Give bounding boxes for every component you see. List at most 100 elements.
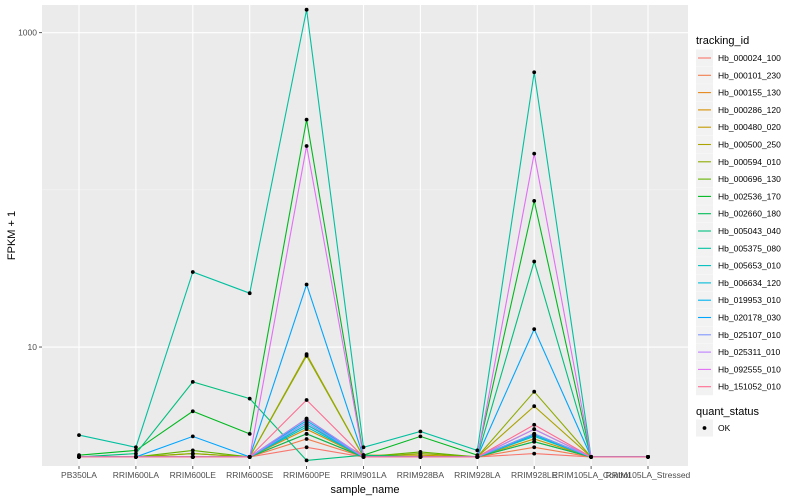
y-axis: 10 1000	[18, 28, 42, 352]
data-point	[304, 420, 309, 425]
data-point	[190, 380, 195, 384]
x-tick-label: RRIM105LA_Control	[552, 470, 631, 480]
data-point	[532, 327, 537, 331]
data-point	[418, 434, 423, 439]
data-point	[532, 451, 537, 456]
shape-legend: quant_status OK	[696, 406, 759, 437]
legend-label: Hb_005043_040	[718, 226, 781, 236]
legend-label: Hb_002660_180	[718, 209, 781, 219]
y-tick-label: 10	[28, 342, 38, 352]
data-point	[589, 455, 593, 459]
major-gridlines	[42, 5, 688, 466]
data-point	[304, 445, 309, 450]
legend-label: Hb_025311_010	[718, 347, 781, 357]
data-point	[77, 455, 81, 459]
legend-label: Hb_000155_130	[718, 88, 781, 98]
x-tick-label: RRIM600LA	[113, 470, 160, 480]
data-point	[418, 429, 423, 434]
legend-label: Hb_005375_080	[718, 243, 781, 253]
color-legend: tracking_id Hb_000024_100 Hb_000101_230 Hb…	[696, 35, 781, 396]
data-point	[247, 432, 252, 436]
data-points	[77, 7, 650, 463]
legend-label: Hb_000696_130	[718, 174, 781, 184]
x-tick-label: RRIM928BA	[397, 470, 445, 480]
legend-label: Hb_005653_010	[718, 261, 781, 271]
data-point	[532, 437, 537, 441]
plot-panel	[42, 5, 688, 466]
data-point	[134, 448, 138, 453]
data-point	[475, 448, 480, 453]
legend-label: Hb_000594_010	[718, 157, 781, 167]
data-point	[190, 434, 195, 439]
data-point	[247, 291, 252, 296]
data-point	[418, 455, 423, 459]
data-point	[77, 433, 81, 437]
data-point	[418, 450, 423, 454]
data-point	[190, 270, 195, 274]
data-point	[361, 455, 366, 459]
data-point	[304, 353, 309, 358]
data-point	[304, 398, 309, 402]
data-point	[532, 70, 537, 75]
data-point	[190, 451, 195, 456]
legend-label: Hb_092555_010	[718, 364, 781, 374]
data-point	[304, 437, 309, 441]
data-point	[532, 422, 537, 427]
data-point	[190, 455, 195, 459]
data-point	[532, 404, 537, 409]
legend-title: tracking_id	[696, 35, 749, 47]
legend-label: Hb_006634_120	[718, 278, 781, 288]
x-tick-label: RRIM600PE	[283, 470, 331, 480]
data-point	[190, 448, 195, 453]
data-point	[532, 199, 537, 203]
x-axis: PB350LA RRIM600LA RRIM600LE RRIM600SE RRIM60…	[61, 466, 691, 480]
data-point	[304, 117, 309, 122]
x-tick-label: RRIM928LE	[511, 470, 558, 480]
data-point	[475, 455, 480, 459]
legend-label: Hb_000286_120	[718, 105, 781, 115]
data-point	[532, 151, 537, 156]
legend-label: Hb_000101_230	[718, 70, 781, 80]
y-tick-label: 1000	[18, 28, 37, 38]
legend-label: Hb_000024_100	[718, 53, 781, 63]
data-point	[361, 445, 366, 450]
data-point	[134, 445, 138, 450]
data-point	[532, 439, 537, 444]
data-point	[134, 455, 138, 459]
data-point	[646, 455, 650, 459]
data-point	[304, 458, 309, 463]
x-axis-title: sample_name	[330, 484, 399, 496]
data-point	[304, 416, 309, 421]
legend-label: Hb_151052_010	[718, 382, 781, 392]
data-point	[532, 389, 537, 394]
shape-legend-point	[702, 426, 707, 430]
x-tick-label: RRIM600LE	[170, 470, 217, 480]
data-point	[304, 7, 309, 12]
data-point	[304, 432, 309, 436]
legend-label: Hb_000500_250	[718, 140, 781, 150]
data-point	[304, 144, 309, 148]
x-tick-label: RRIM928LA	[454, 470, 501, 480]
legend-label: Hb_020178_030	[718, 313, 781, 323]
data-point	[304, 282, 309, 287]
data-point	[532, 427, 537, 432]
data-point	[190, 409, 195, 414]
x-tick-label: PB350LA	[61, 470, 97, 480]
legend-label: Hb_025107_010	[718, 330, 781, 340]
shape-legend-title: quant_status	[696, 406, 759, 418]
x-tick-label: RRIM105LA_Stressed	[606, 470, 691, 480]
legend-label: Hb_000480_020	[718, 122, 781, 132]
x-tick-label: RRIM600SE	[226, 470, 274, 480]
legend-label: Hb_019953_010	[718, 295, 781, 305]
legend-label: Hb_002536_170	[718, 191, 781, 201]
y-axis-title: FPKM + 1	[6, 211, 18, 260]
data-point	[532, 432, 537, 436]
data-point	[532, 259, 537, 264]
data-point	[247, 455, 252, 459]
data-point	[532, 445, 537, 450]
data-point	[134, 451, 138, 456]
data-point	[247, 396, 252, 401]
x-tick-label: RRIM901LA	[340, 470, 387, 480]
shape-legend-label: OK	[718, 423, 731, 433]
